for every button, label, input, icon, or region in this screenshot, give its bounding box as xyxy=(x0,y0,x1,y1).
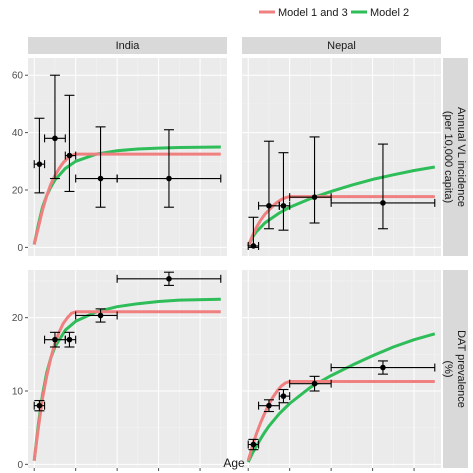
data-point xyxy=(66,336,73,343)
row-strip-2 xyxy=(443,270,468,468)
observed-point-group xyxy=(289,136,332,224)
strip-label-nepal: Nepal xyxy=(327,40,356,52)
curve-model-2 xyxy=(246,332,436,463)
curve-model-1-and-3 xyxy=(246,380,435,462)
observed-point-group xyxy=(33,117,46,194)
strip-nepal xyxy=(242,37,441,54)
data-point xyxy=(166,276,172,282)
data-point xyxy=(250,441,257,448)
x-axis-title: Age xyxy=(223,456,245,470)
legend-label-2: Model 2 xyxy=(370,7,409,19)
y-tick-label: 0 xyxy=(17,243,23,254)
y-tick-label: 20 xyxy=(12,313,24,324)
observed-point-group xyxy=(116,271,222,286)
data-point xyxy=(250,243,257,249)
data-point xyxy=(280,202,287,209)
data-point xyxy=(66,152,73,159)
observed-point-group xyxy=(330,143,436,230)
observed-point-group xyxy=(247,438,260,451)
y-tick-label: 20 xyxy=(12,186,24,197)
observed-point-group xyxy=(278,152,291,231)
y-tick-label: 10 xyxy=(12,387,24,398)
observed-point-group xyxy=(75,308,118,323)
observed-point-group xyxy=(44,74,66,180)
data-point xyxy=(266,202,272,209)
observed-point-group xyxy=(33,399,46,412)
strip-label-india: India xyxy=(116,40,141,52)
data-point xyxy=(97,175,104,182)
observed-point-group xyxy=(289,375,332,392)
data-point xyxy=(36,402,43,409)
panel-background xyxy=(242,58,441,256)
y-tick-label: 60 xyxy=(12,71,24,82)
y-tick-label: 0 xyxy=(17,460,23,471)
data-point xyxy=(380,200,386,206)
curve-model-1-and-3 xyxy=(246,195,435,247)
strip-india xyxy=(28,37,227,54)
panel-grid: India Nepal Annual VL incidence(per 10,000… xyxy=(12,37,468,471)
row-strip-label-2: DAT prevalence(%) xyxy=(442,330,467,408)
data-point xyxy=(97,312,104,319)
panel-background xyxy=(28,270,227,468)
observed-point-group xyxy=(64,331,77,348)
panel-india-row-2: 02040608001020 xyxy=(12,270,227,471)
observed-point-group xyxy=(116,129,222,208)
observed-point-group xyxy=(64,94,77,192)
data-point xyxy=(280,393,287,399)
data-point xyxy=(166,175,172,182)
panel-nepal-row-1 xyxy=(242,58,441,256)
legend-label-1: Model 1 and 3 xyxy=(278,7,348,19)
data-point xyxy=(52,135,58,142)
observed-point-group xyxy=(278,388,291,404)
observed-point-group xyxy=(258,140,280,230)
panel-india-row-1: 0 20 40 60 xyxy=(12,58,227,256)
data-point xyxy=(311,380,318,387)
observed-point-group xyxy=(75,126,118,208)
data-point xyxy=(380,364,386,371)
row-strip-label-1: Annual VL incidence(per 10,000 capita) xyxy=(442,107,467,207)
y-tick-label: 40 xyxy=(12,128,24,139)
data-point xyxy=(52,336,58,343)
observed-point-group xyxy=(330,360,436,375)
panel-nepal-row-2: 020406080 xyxy=(242,270,441,471)
observed-point-group xyxy=(258,399,280,413)
observed-point-group xyxy=(247,216,260,250)
data-point xyxy=(266,402,272,409)
panel-background xyxy=(28,58,227,256)
data-point xyxy=(36,161,43,167)
row-strip-1 xyxy=(443,58,468,256)
data-point xyxy=(311,194,318,200)
legend: Model 1 and 3 Model 2 xyxy=(259,7,409,19)
